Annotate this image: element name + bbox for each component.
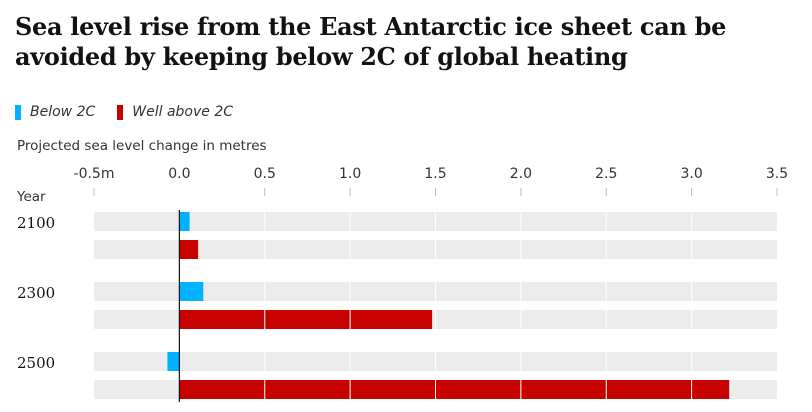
- bar-below-2c-2500: [167, 352, 180, 371]
- y-axis-label: Year: [16, 189, 46, 205]
- x-tick-label: 0.5: [254, 166, 276, 182]
- year-label-2100: 2100: [17, 214, 55, 232]
- x-tick-label: 3.0: [680, 166, 702, 182]
- x-tick-label: 0.0: [168, 166, 190, 182]
- bar-well-above-2c-2500: [179, 380, 730, 399]
- year-label-2300: 2300: [17, 284, 55, 302]
- legend-swatch-below-2c: [15, 104, 21, 120]
- x-tick-label: 2.0: [510, 166, 532, 182]
- year-label-2500: 2500: [17, 354, 55, 372]
- x-tick-label: 3.5: [766, 166, 788, 182]
- legend-item-well-above-2c: Well above 2C: [117, 104, 233, 120]
- x-tick-label: 1.5: [424, 166, 446, 182]
- x-tick-label: 1.0: [339, 166, 361, 182]
- bar-well-above-2c-2100: [179, 240, 199, 259]
- legend-label-below-2c: Below 2C: [30, 104, 96, 120]
- x-tick-label: -0.5m: [74, 166, 115, 182]
- bar-below-2c-2100: [179, 212, 190, 231]
- legend-item-below-2c: Below 2C: [15, 104, 95, 120]
- legend: Below 2C Well above 2C: [15, 104, 255, 120]
- legend-swatch-well-above-2c: [117, 104, 124, 120]
- x-tick-label: 2.5: [595, 166, 617, 182]
- bar-below-2c-2300: [179, 282, 204, 301]
- legend-label-well-above-2c: Well above 2C: [132, 104, 234, 120]
- chart-title: Sea level rise from the East Antarctic i…: [15, 12, 727, 71]
- x-axis-label: Projected sea level change in metres: [17, 138, 267, 154]
- bar-well-above-2c-2300: [179, 310, 433, 329]
